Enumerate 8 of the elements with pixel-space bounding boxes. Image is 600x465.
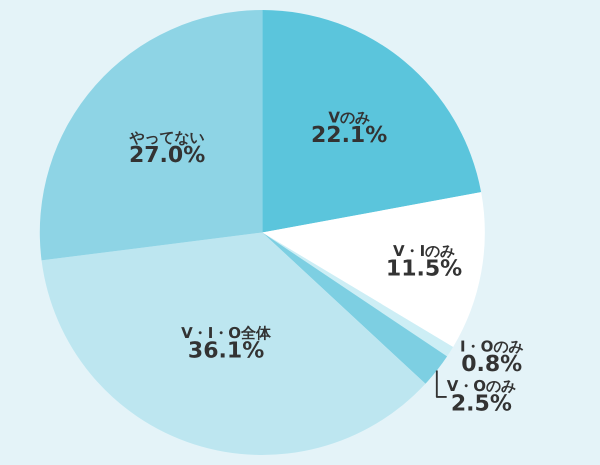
pie-slice <box>262 10 482 232</box>
slice-label: Vのみ <box>328 108 370 126</box>
slice-label: V・Iのみ <box>392 242 456 260</box>
slice-label: V・Oのみ <box>446 377 516 396</box>
slice-label: V・I・O全体 <box>181 324 272 342</box>
pie-slice <box>40 10 262 260</box>
slice-label: やってない <box>128 128 205 147</box>
slice-label: I・Oのみ <box>460 338 524 356</box>
